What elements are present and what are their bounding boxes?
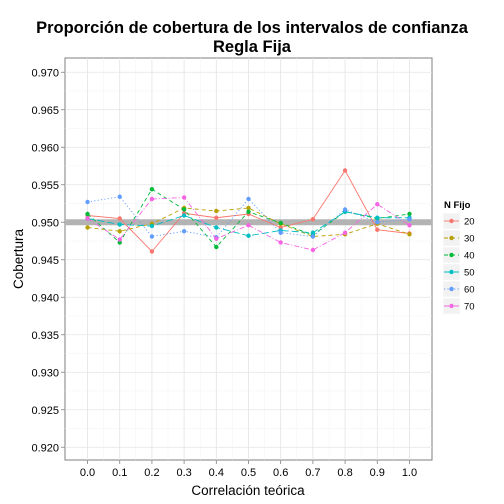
y-axis-title: Cobertura [11, 229, 26, 290]
x-tick-label: 0.6 [273, 467, 288, 479]
data-point-70 [278, 240, 283, 245]
data-point-30 [117, 229, 122, 234]
data-point-50 [246, 233, 251, 238]
x-tick-label: 0.9 [370, 467, 385, 479]
data-point-40 [278, 220, 283, 226]
y-tick-label: 0.955 [31, 180, 59, 192]
legend-key-point [449, 303, 454, 309]
x-tick-label: 0.4 [209, 467, 224, 479]
data-point-20 [149, 249, 155, 254]
x-tick-label: 1.0 [402, 467, 417, 479]
data-point-20 [375, 227, 380, 232]
data-point-30 [214, 208, 219, 214]
x-axis-title: Correlación teórica [191, 483, 305, 498]
data-point-60 [342, 207, 348, 212]
data-point-30 [407, 232, 412, 237]
data-point-50 [214, 225, 219, 230]
data-point-60 [375, 220, 380, 225]
legend-label: 20 [464, 217, 475, 228]
series-line-70 [87, 197, 410, 251]
chart-subtitle: Regla Fija [213, 38, 292, 56]
x-tick-label: 0.5 [241, 467, 256, 479]
legend-item-40: 40 [442, 246, 475, 264]
data-point-40 [214, 244, 219, 250]
data-point-30 [246, 205, 251, 211]
data-point-50 [149, 223, 155, 229]
data-point-40 [149, 187, 155, 192]
legend-item-60: 60 [442, 280, 475, 298]
chart-title: Proporción de cobertura de los intervalo… [36, 19, 469, 37]
x-axis: 0.0 0.1 0.2 0.3 0.4 0.5 0.6 0.7 0.8 0.9 1.0 [80, 460, 417, 479]
y-tick-label: 0.935 [31, 330, 59, 342]
data-point-50 [181, 213, 187, 218]
x-tick-label: 0.0 [80, 467, 95, 479]
data-point-60 [149, 234, 155, 239]
legend-key-point [449, 252, 454, 258]
legend-item-20: 20 [442, 212, 475, 230]
x-tick-label: 0.8 [337, 467, 352, 479]
data-point-60 [85, 199, 90, 205]
data-point-40 [85, 211, 90, 217]
data-point-70 [214, 236, 219, 241]
data-point-70 [310, 247, 316, 253]
legend-key-point [449, 286, 454, 292]
y-tick-label: 0.960 [31, 142, 59, 154]
x-tick-label: 0.3 [176, 467, 191, 479]
x-tick-label: 0.7 [305, 467, 320, 479]
y-axis: 0.920 0.925 0.930 0.935 0.940 0.945 0.950 0.955… [31, 67, 65, 454]
y-tick-label: 0.950 [31, 217, 59, 229]
y-tick-label: 0.965 [31, 105, 59, 117]
data-point-20 [342, 168, 348, 173]
data-point-60 [407, 217, 412, 222]
legend-label: 60 [464, 285, 475, 296]
legend-item-30: 30 [442, 229, 475, 247]
y-tick-label: 0.920 [31, 442, 59, 454]
data-point-70 [375, 202, 380, 207]
legend-item-50: 50 [442, 263, 475, 281]
data-point-70 [246, 223, 251, 228]
data-point-70 [407, 223, 412, 228]
series-70 [85, 195, 412, 253]
legend-key-point [449, 269, 454, 275]
grid-lines [65, 58, 432, 460]
legend-label: 40 [464, 251, 475, 262]
data-point-70 [181, 195, 187, 200]
data-point-40 [246, 209, 251, 214]
data-point-40 [181, 207, 187, 212]
data-point-60 [246, 196, 251, 202]
legend-label: 30 [464, 234, 475, 245]
legend-label: 50 [464, 268, 475, 279]
data-point-50 [117, 222, 122, 227]
legend-item-70: 70 [442, 297, 475, 315]
data-point-70 [117, 237, 122, 242]
data-point-60 [310, 234, 316, 239]
series-layer [85, 168, 412, 254]
data-point-20 [310, 217, 316, 222]
legend-label: 70 [464, 302, 475, 313]
y-tick-label: 0.925 [31, 405, 59, 417]
data-point-70 [149, 196, 155, 202]
x-tick-label: 0.2 [144, 467, 159, 479]
y-tick-label: 0.940 [31, 292, 59, 304]
data-point-60 [181, 229, 187, 234]
data-point-30 [85, 225, 90, 230]
data-point-20 [117, 216, 122, 221]
data-point-20 [214, 215, 219, 220]
legend-key-point [449, 235, 454, 241]
data-point-50 [310, 230, 316, 235]
data-point-60 [117, 194, 122, 199]
legend: N Fijo 20 30 40 50 60 70 [442, 200, 475, 315]
legend-key-point [449, 218, 454, 224]
data-point-40 [407, 211, 412, 217]
y-tick-label: 0.970 [31, 67, 59, 79]
legend-title: N Fijo [444, 200, 471, 211]
data-point-60 [278, 230, 283, 235]
data-point-70 [342, 230, 348, 235]
y-tick-label: 0.945 [31, 255, 59, 267]
data-point-70 [85, 216, 90, 221]
x-tick-label: 0.1 [112, 467, 127, 479]
y-tick-label: 0.930 [31, 367, 59, 379]
data-point-50 [375, 215, 380, 220]
